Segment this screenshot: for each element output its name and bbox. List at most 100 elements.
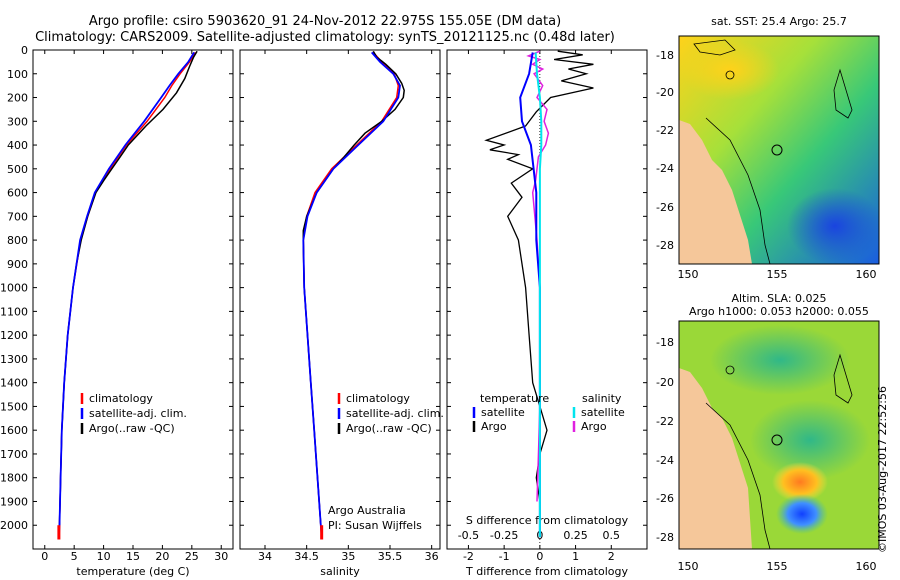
map-ytick: -26 (656, 492, 674, 505)
series-line-satellite (302, 51, 401, 538)
map-ytick: -28 (656, 239, 674, 252)
contour-line (725, 365, 735, 375)
temperature-tick-label: 20 (155, 550, 169, 563)
plot-frame-3 (446, 49, 648, 550)
tdiff-axis-label: T difference from climatology (465, 565, 628, 578)
legend-title-salinity: salinity (582, 392, 622, 405)
salinity-tick-label: 35 (341, 550, 355, 563)
depth-tick-label: 100 (7, 68, 28, 81)
salinity-tick-label: 36 (425, 550, 439, 563)
series-line-climatology (302, 51, 400, 538)
depth-tick-label: 1900 (0, 495, 28, 508)
tdiff-tick-label: -2 (463, 550, 474, 563)
depth-tick-label: 1800 (0, 472, 28, 485)
sdiff-tick-label: 0.25 (563, 529, 588, 542)
depth-tick-label: 500 (7, 163, 28, 176)
legend-title-temperature: temperature (480, 392, 549, 405)
sla-map-title-2: Argo h1000: 0.053 h2000: 0.055 (689, 305, 869, 318)
legend-label: Argo (581, 420, 607, 433)
depth-tick-label: 2000 (0, 519, 28, 532)
legend-label: satellite-adj. clim. (346, 407, 444, 420)
map-ytick: -28 (656, 531, 674, 544)
figure-title-line-1: Argo profile: csiro 5903620_91 24-Nov-20… (88, 14, 562, 29)
sla-low-patch (776, 494, 828, 534)
depth-tick-label: 1500 (0, 400, 28, 413)
map-xtick: 150 (678, 268, 699, 281)
contour-line (833, 353, 853, 404)
salinity-tick-label: 34 (258, 550, 272, 563)
sla-map-title-1: Altim. SLA: 0.025 (731, 292, 826, 305)
sla-map (679, 321, 879, 549)
tdiff-tick-label: 0 (536, 550, 543, 563)
sst-cold-patch (787, 188, 879, 264)
depth-tick-label: 200 (7, 92, 28, 105)
depth-tick-label: 700 (7, 210, 28, 223)
legend-label: climatology (89, 392, 153, 405)
map-xtick: 160 (856, 560, 877, 573)
sst-map-frame (678, 35, 880, 265)
salinity-tick-label: 34.5 (294, 550, 319, 563)
depth-tick-label: 1600 (0, 424, 28, 437)
figure-title-line-2: Climatology: CARS2009. Satellite-adjuste… (35, 30, 615, 45)
map-ytick: -20 (656, 376, 674, 389)
depth-tick-label: 1000 (0, 282, 28, 295)
annotation-text: PI: Susan Wijffels (328, 519, 422, 532)
sst-map-axes: 150 155 160 -18 -20 -22 -24 -26 -28 (656, 49, 876, 281)
tdiff-tick-label: -1 (499, 550, 510, 563)
sdiff-tick-label: -0.25 (490, 529, 518, 542)
argo-position-marker (771, 434, 783, 446)
legend-label: Argo(..raw -QC) (346, 422, 432, 435)
sdiff-tick-label: -0.5 (458, 529, 479, 542)
copyright-stamp: ©IMOS 03-Aug-2017 22:52:56 (876, 386, 889, 553)
depth-tick-label: 1300 (0, 353, 28, 366)
depth-tick-label: 900 (7, 258, 28, 271)
temperature-tick-label: 0 (41, 550, 48, 563)
argo-position-marker (771, 144, 783, 156)
depth-tick-label: 800 (7, 234, 28, 247)
depth-tick-label: 600 (7, 187, 28, 200)
plot-frame-2 (239, 49, 441, 550)
sla-high-patch (772, 462, 828, 502)
contour-line (705, 117, 771, 264)
series-line-climatology (58, 52, 197, 538)
series-line-salinity-satellite (534, 52, 543, 538)
tdiff-tick-label: 1 (572, 550, 579, 563)
sst-map (679, 36, 879, 264)
sst-map-title: sat. SST: 25.4 Argo: 25.7 (711, 15, 847, 28)
sla-patch (710, 325, 850, 395)
series-line-temperature-satellite (519, 52, 541, 538)
temperature-tick-label: 10 (97, 550, 111, 563)
sst-warm-patch (680, 40, 780, 100)
depth-tick-label: 400 (7, 139, 28, 152)
legend-label: climatology (346, 392, 410, 405)
map-xtick: 160 (856, 268, 877, 281)
series-line-argo (58, 50, 198, 526)
contour-line (725, 70, 735, 80)
temperature-tick-label: 30 (214, 550, 228, 563)
contour-line (693, 39, 736, 56)
depth-tick-label: 1200 (0, 329, 28, 342)
sla-map-axes: 150 155 160 -18 -20 -22 -24 -26 -28 (656, 336, 876, 573)
depth-tick-label: 300 (7, 115, 28, 128)
depth-tick-label: 1700 (0, 448, 28, 461)
sla-patch (750, 400, 870, 480)
temperature-tick-label: 5 (71, 550, 78, 563)
sdiff-tick-label: 0.5 (603, 529, 621, 542)
map-ytick: -26 (656, 201, 674, 214)
contour-line (833, 68, 853, 119)
map-ytick: -24 (656, 162, 674, 175)
map-ytick: -20 (656, 86, 674, 99)
map-xtick: 150 (678, 560, 699, 573)
contour-line (705, 402, 771, 549)
salinity-axis-label: salinity (320, 565, 360, 578)
legend-label: satellite-adj. clim. (89, 407, 187, 420)
series-line-temperature-argo (484, 50, 594, 538)
depth-tick-label: 1100 (0, 305, 28, 318)
map-ytick: -22 (656, 415, 674, 428)
map-xtick: 155 (767, 268, 788, 281)
temperature-tick-label: 25 (185, 550, 199, 563)
map-ytick: -18 (656, 336, 674, 349)
legend-label: satellite (481, 406, 525, 419)
annotation-text: Argo Australia (328, 504, 406, 517)
